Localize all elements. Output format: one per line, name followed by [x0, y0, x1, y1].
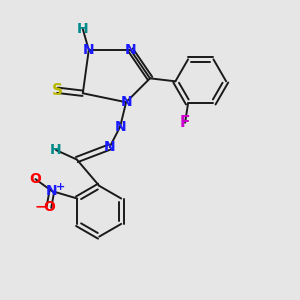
Text: N: N: [120, 95, 132, 109]
Text: N: N: [125, 43, 136, 57]
Text: O: O: [43, 200, 55, 214]
Text: S: S: [52, 83, 63, 98]
Text: N: N: [83, 43, 94, 57]
Text: +: +: [56, 182, 65, 193]
Text: F: F: [180, 115, 190, 130]
Text: N: N: [104, 140, 116, 154]
Text: H: H: [50, 143, 62, 157]
Text: O: O: [29, 172, 41, 186]
Text: N: N: [114, 120, 126, 134]
Text: N: N: [46, 184, 58, 198]
Text: H: H: [77, 22, 88, 36]
Text: −: −: [35, 199, 46, 213]
